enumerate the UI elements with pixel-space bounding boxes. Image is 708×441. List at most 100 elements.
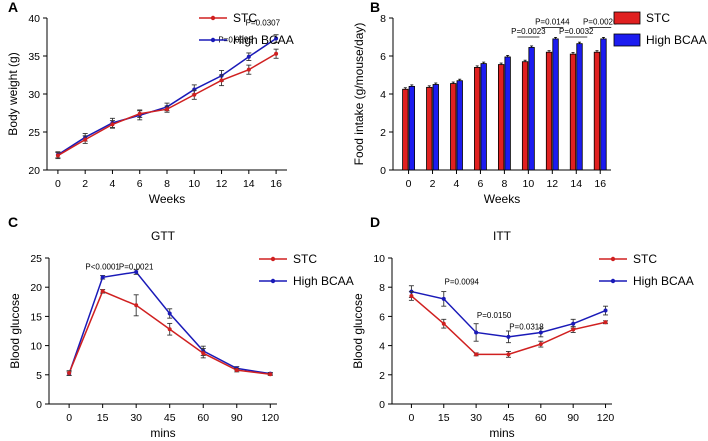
y-tick-label: 0 (380, 165, 386, 177)
y-tick-label: 40 (28, 13, 40, 25)
bar (569, 53, 577, 171)
x-tick-label: 0 (55, 178, 61, 190)
data-point (441, 296, 446, 301)
x-tick-label: 45 (164, 412, 176, 424)
y-axis-label: Blood glucose (8, 293, 22, 369)
y-tick-label: 6 (380, 51, 386, 63)
panel-letter: C (8, 214, 18, 230)
panel-title: GTT (151, 229, 176, 243)
x-axis-label: Weeks (149, 192, 185, 206)
bar (402, 88, 409, 171)
y-tick-label: 25 (28, 127, 40, 139)
x-tick-label: 30 (470, 412, 482, 424)
p-value-annotation: P=0.0307 (246, 19, 281, 28)
data-point (409, 293, 414, 298)
data-point (219, 78, 224, 83)
y-tick-label: 4 (379, 341, 385, 353)
y-tick-label: 2 (380, 127, 386, 139)
x-tick-label: 16 (270, 178, 282, 190)
x-tick-label: 6 (137, 178, 143, 190)
p-value-annotation: P=0.0144 (535, 18, 570, 27)
x-tick-label: 120 (597, 412, 615, 424)
series-line (68, 271, 271, 375)
x-tick-label: 30 (130, 412, 142, 424)
panel-letter: D (370, 214, 380, 230)
legend-label: High BCAA (646, 33, 707, 47)
bar (497, 64, 505, 171)
x-tick-label: 4 (454, 178, 460, 190)
legend-marker (270, 278, 276, 284)
data-point (137, 111, 142, 116)
p-value-annotation: P=0.0318 (509, 323, 544, 332)
data-point (167, 327, 172, 332)
data-point (134, 270, 139, 275)
data-point (192, 92, 197, 97)
x-tick-label: 120 (262, 412, 280, 424)
y-tick-label: 25 (30, 253, 42, 265)
legend-label: STC (293, 252, 317, 266)
data-point (506, 334, 511, 339)
y-tick-label: 2 (379, 370, 385, 382)
y-tick-label: 8 (380, 13, 386, 25)
data-point (274, 51, 279, 56)
x-tick-label: 45 (503, 412, 515, 424)
data-point (55, 153, 60, 158)
legend-marker (210, 37, 216, 43)
x-tick-label: 14 (243, 178, 255, 190)
data-point (538, 342, 543, 347)
bar (480, 63, 487, 171)
legend-swatch (613, 11, 641, 25)
y-tick-label: 35 (28, 51, 40, 63)
data-point (474, 330, 479, 335)
data-point (100, 275, 105, 280)
p-value-annotation: P<0.0001 (85, 263, 120, 272)
x-tick-label: 60 (197, 412, 209, 424)
legend-marker (610, 256, 616, 262)
x-tick-label: 0 (408, 412, 414, 424)
p-value-annotation: P=0.0023 (511, 27, 546, 36)
y-tick-label: 4 (380, 89, 386, 101)
x-tick-label: 15 (97, 412, 109, 424)
bar (576, 43, 583, 171)
legend-label: STC (233, 11, 257, 25)
bar (456, 80, 463, 171)
panel-letter: A (8, 0, 18, 15)
x-tick-label: 60 (535, 412, 547, 424)
panel-title: ITT (493, 229, 512, 243)
data-point (100, 289, 105, 294)
panel-letter: B (370, 0, 380, 15)
bar (426, 86, 433, 171)
x-tick-label: 12 (216, 178, 228, 190)
data-point (110, 122, 115, 127)
data-point (234, 368, 239, 373)
x-tick-label: 2 (430, 178, 436, 190)
bar (528, 47, 535, 171)
p-value-annotation: P=0.0021 (119, 263, 154, 272)
p-value-annotation: P=0.0150 (477, 311, 512, 320)
x-tick-label: 16 (594, 178, 606, 190)
data-point (268, 372, 273, 377)
data-point (167, 311, 172, 316)
data-point (134, 303, 139, 308)
legend-marker (210, 15, 216, 21)
data-point (67, 371, 72, 376)
y-axis-label: Food intake (g/mouse/day) (352, 23, 366, 166)
y-tick-label: 5 (36, 370, 42, 382)
data-point (571, 321, 576, 326)
bar (408, 86, 415, 171)
y-tick-label: 8 (379, 282, 385, 294)
bar (450, 83, 457, 171)
y-tick-label: 20 (30, 282, 42, 294)
data-point (571, 327, 576, 332)
y-tick-label: 0 (36, 399, 42, 411)
x-tick-label: 2 (82, 178, 88, 190)
data-point (246, 67, 251, 72)
x-axis-label: mins (489, 426, 514, 440)
data-point (474, 352, 479, 357)
x-tick-label: 4 (110, 178, 116, 190)
y-tick-label: 10 (30, 341, 42, 353)
y-tick-label: 15 (30, 311, 42, 323)
data-point (83, 137, 88, 142)
x-tick-label: 8 (164, 178, 170, 190)
